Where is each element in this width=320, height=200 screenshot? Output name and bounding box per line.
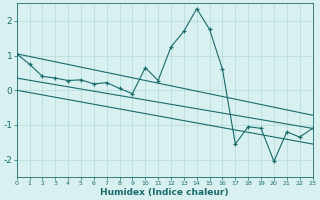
- X-axis label: Humidex (Indice chaleur): Humidex (Indice chaleur): [100, 188, 229, 197]
